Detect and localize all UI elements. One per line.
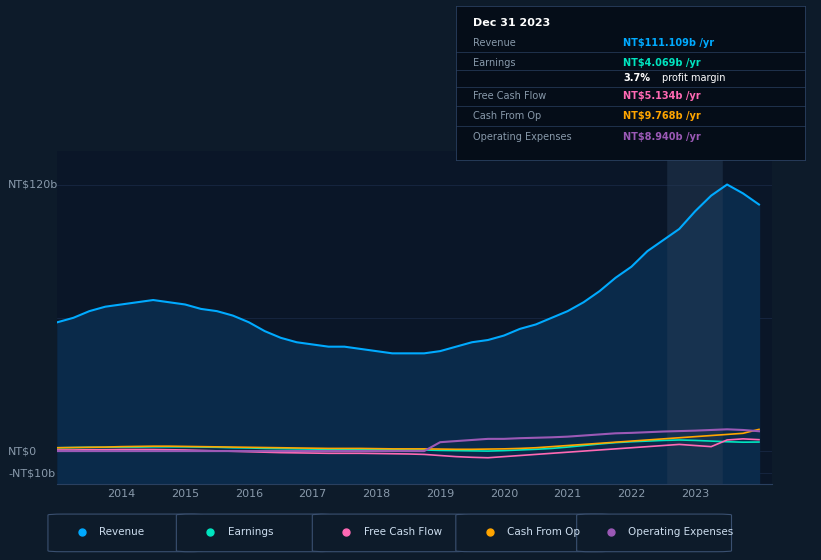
- Text: profit margin: profit margin: [662, 73, 725, 83]
- Text: Free Cash Flow: Free Cash Flow: [473, 91, 546, 101]
- Text: NT$9.768b /yr: NT$9.768b /yr: [623, 111, 701, 122]
- FancyBboxPatch shape: [456, 514, 611, 552]
- Text: NT$111.109b /yr: NT$111.109b /yr: [623, 38, 714, 48]
- Text: Revenue: Revenue: [473, 38, 516, 48]
- Text: Operating Expenses: Operating Expenses: [473, 132, 571, 142]
- Text: Dec 31 2023: Dec 31 2023: [473, 18, 550, 28]
- FancyBboxPatch shape: [177, 514, 331, 552]
- FancyBboxPatch shape: [312, 514, 467, 552]
- Text: NT$120b: NT$120b: [8, 180, 58, 189]
- Text: 3.7%: 3.7%: [623, 73, 650, 83]
- FancyBboxPatch shape: [48, 514, 203, 552]
- Text: Free Cash Flow: Free Cash Flow: [364, 527, 442, 537]
- Text: NT$4.069b /yr: NT$4.069b /yr: [623, 58, 701, 68]
- Text: Cash From Op: Cash From Op: [507, 527, 580, 537]
- FancyBboxPatch shape: [576, 514, 732, 552]
- Text: Revenue: Revenue: [99, 527, 144, 537]
- Text: -NT$10b: -NT$10b: [8, 468, 55, 478]
- Text: NT$5.134b /yr: NT$5.134b /yr: [623, 91, 701, 101]
- Text: Earnings: Earnings: [473, 58, 516, 68]
- Text: Operating Expenses: Operating Expenses: [628, 527, 733, 537]
- Text: Cash From Op: Cash From Op: [473, 111, 541, 122]
- Text: NT$8.940b /yr: NT$8.940b /yr: [623, 132, 701, 142]
- Text: NT$0: NT$0: [8, 446, 37, 456]
- Text: Earnings: Earnings: [227, 527, 273, 537]
